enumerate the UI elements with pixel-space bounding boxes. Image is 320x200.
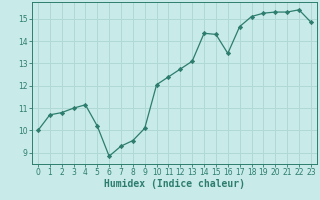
X-axis label: Humidex (Indice chaleur): Humidex (Indice chaleur)	[104, 179, 245, 189]
